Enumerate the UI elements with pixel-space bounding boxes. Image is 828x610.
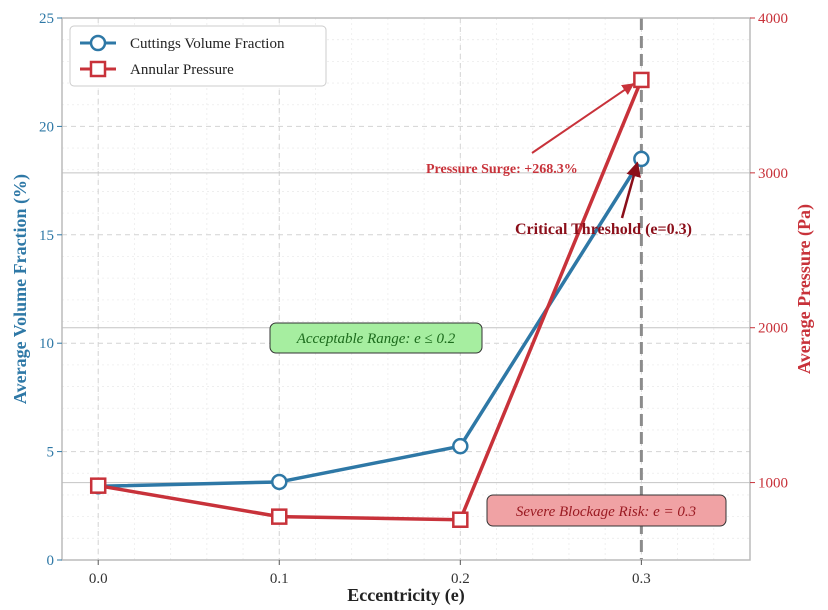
- x-tick-label: 0.2: [451, 571, 470, 587]
- series-line: [97, 79, 643, 522]
- y-right-tick-label: 3000: [758, 166, 788, 182]
- data-point-square: [452, 511, 469, 528]
- x-axis-title: Eccentricity (e): [347, 585, 464, 606]
- y-left-tick-label: 10: [39, 336, 54, 352]
- y-left-tick-label: 15: [39, 228, 54, 244]
- data-point-square: [271, 508, 288, 525]
- y-left-tick-label: 25: [39, 11, 54, 27]
- acceptable-label: Acceptable Range: e ≤ 0.2: [296, 331, 456, 347]
- legend-label: Annular Pressure: [130, 62, 234, 78]
- data-point-circle: [271, 473, 288, 491]
- x-tick-label: 0.3: [632, 571, 651, 587]
- y-left-tick-label: 20: [39, 119, 54, 135]
- data-point-circle: [452, 437, 469, 455]
- acceptable-box: [269, 322, 483, 354]
- y-right-tick-label: 4000: [758, 11, 788, 27]
- plot-frame: [61, 17, 751, 561]
- plot-area: [62, 18, 750, 560]
- data-point-square: [89, 477, 107, 494]
- y-left-tick-label: 0: [47, 553, 55, 569]
- critical-annotation: Critical Threshold (e=0.3): [515, 221, 692, 238]
- legend-box: [69, 25, 327, 87]
- legend-marker-square: [89, 60, 107, 78]
- legend-label: Cuttings Volume Fraction: [130, 36, 285, 52]
- surge-arrow: [531, 83, 635, 154]
- y-right-axis-title: Average Pressure (Pa): [794, 204, 815, 374]
- x-tick-label: 0.0: [89, 571, 108, 587]
- severe-label: Severe Blockage Risk: e = 0.3: [516, 504, 696, 520]
- critical-arrow: [620, 161, 641, 219]
- surge-annotation: Pressure Surge: +268.3%: [426, 162, 578, 177]
- y-right-tick-label: 1000: [758, 476, 788, 492]
- legend-marker-circle: [89, 34, 107, 52]
- severe-box: [486, 494, 727, 527]
- y-left-axis-title: Average Volume Fraction (%): [10, 174, 31, 404]
- y-right-tick-label: 2000: [758, 321, 788, 337]
- x-tick-label: 0.1: [270, 571, 289, 587]
- y-left-tick-label: 5: [47, 445, 55, 461]
- data-point-square: [633, 71, 650, 89]
